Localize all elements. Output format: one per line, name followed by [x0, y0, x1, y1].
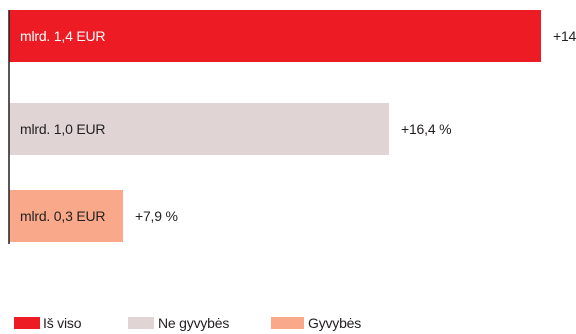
- legend-label: Gyvybės: [308, 315, 362, 331]
- legend-swatch: [271, 317, 304, 329]
- bar-value-label: mlrd. 0,3 EUR: [20, 208, 105, 224]
- bar-non-life: [9, 103, 389, 155]
- bar-life: [9, 190, 123, 242]
- bar-change-label: +7,9 %: [135, 208, 178, 224]
- bar-value-label: mlrd. 1,0 EUR: [20, 121, 105, 137]
- bar-value-label: mlrd. 1,4 EUR: [20, 28, 105, 44]
- bars-group: mlrd. 1,4 EUR +14,2 % mlrd. 1,0 EUR +16,4 %…: [9, 10, 576, 242]
- bar-change-label: +14,2 %: [553, 28, 576, 44]
- bar-total: [9, 10, 541, 62]
- legend-label: Ne gyvybės: [158, 315, 230, 331]
- bar-change-label: +16,4 %: [401, 121, 451, 137]
- chart-legend: Iš viso Ne gyvybės Gyvybės: [14, 314, 361, 332]
- legend-swatch: [128, 317, 154, 329]
- legend-item-non-life: Ne gyvybės: [128, 315, 271, 331]
- legend-item-life: Gyvybės: [271, 315, 361, 331]
- legend-swatch: [14, 317, 40, 329]
- legend-label: Iš viso: [43, 315, 82, 331]
- legend-item-total: Iš viso: [14, 315, 128, 331]
